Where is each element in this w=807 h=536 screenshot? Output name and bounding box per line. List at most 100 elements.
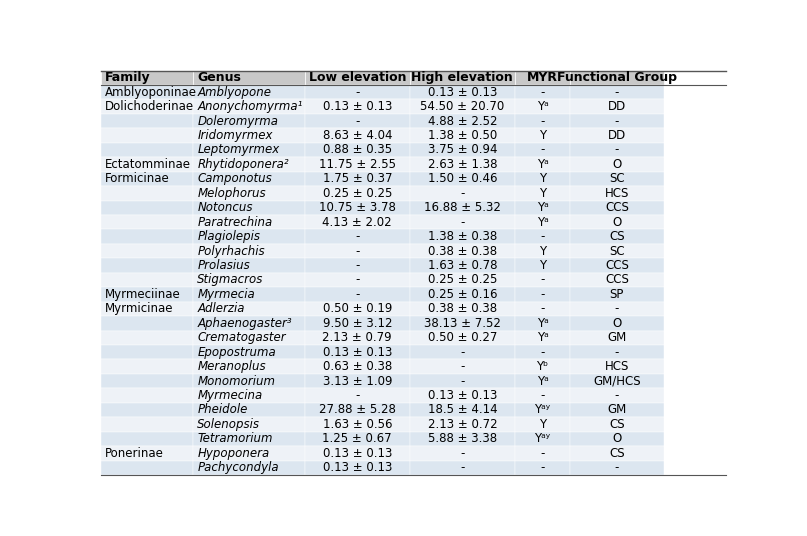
FancyBboxPatch shape [194, 114, 305, 128]
FancyBboxPatch shape [570, 99, 664, 114]
FancyBboxPatch shape [515, 431, 570, 446]
Text: 4.88 ± 2.52: 4.88 ± 2.52 [428, 115, 497, 128]
Text: -: - [460, 215, 465, 229]
Text: 0.25 ± 0.16: 0.25 ± 0.16 [428, 288, 497, 301]
Text: 0.38 ± 0.38: 0.38 ± 0.38 [428, 302, 497, 315]
FancyBboxPatch shape [305, 128, 410, 143]
Text: 0.25 ± 0.25: 0.25 ± 0.25 [323, 187, 392, 200]
FancyBboxPatch shape [410, 388, 515, 403]
Text: 0.13 ± 0.13: 0.13 ± 0.13 [323, 447, 392, 460]
Text: 1.50 ± 0.46: 1.50 ± 0.46 [428, 173, 497, 185]
FancyBboxPatch shape [515, 85, 570, 99]
Text: -: - [540, 273, 545, 286]
FancyBboxPatch shape [570, 431, 664, 446]
FancyBboxPatch shape [570, 114, 664, 128]
Text: 0.13 ± 0.13: 0.13 ± 0.13 [323, 346, 392, 359]
Text: Paratrechina: Paratrechina [197, 215, 273, 229]
FancyBboxPatch shape [194, 99, 305, 114]
FancyBboxPatch shape [101, 186, 194, 200]
Text: -: - [355, 259, 359, 272]
FancyBboxPatch shape [101, 273, 194, 287]
FancyBboxPatch shape [515, 157, 570, 172]
FancyBboxPatch shape [194, 302, 305, 316]
Text: Y: Y [539, 418, 546, 431]
FancyBboxPatch shape [410, 287, 515, 302]
Text: Camponotus: Camponotus [197, 173, 272, 185]
FancyBboxPatch shape [101, 431, 194, 446]
Text: Family: Family [105, 71, 150, 84]
FancyBboxPatch shape [570, 273, 664, 287]
FancyBboxPatch shape [410, 460, 515, 475]
Text: -: - [460, 360, 465, 373]
FancyBboxPatch shape [515, 460, 570, 475]
FancyBboxPatch shape [515, 331, 570, 345]
Text: 2.13 ± 0.79: 2.13 ± 0.79 [323, 331, 392, 344]
Text: 0.13 ± 0.13: 0.13 ± 0.13 [323, 461, 392, 474]
Text: Yᵃ: Yᵃ [537, 317, 548, 330]
Text: Leptomyrmex: Leptomyrmex [197, 144, 279, 157]
Text: CS: CS [609, 447, 625, 460]
FancyBboxPatch shape [101, 85, 194, 99]
Text: Hypoponera: Hypoponera [197, 447, 270, 460]
FancyBboxPatch shape [570, 331, 664, 345]
FancyBboxPatch shape [194, 446, 305, 460]
FancyBboxPatch shape [570, 287, 664, 302]
FancyBboxPatch shape [515, 403, 570, 417]
FancyBboxPatch shape [410, 71, 515, 85]
FancyBboxPatch shape [305, 157, 410, 172]
FancyBboxPatch shape [305, 302, 410, 316]
FancyBboxPatch shape [410, 345, 515, 360]
FancyBboxPatch shape [101, 302, 194, 316]
FancyBboxPatch shape [305, 85, 410, 99]
Text: DD: DD [608, 129, 626, 142]
Text: Monomorium: Monomorium [197, 375, 275, 388]
Text: HCS: HCS [604, 187, 629, 200]
FancyBboxPatch shape [305, 172, 410, 186]
FancyBboxPatch shape [570, 374, 664, 388]
FancyBboxPatch shape [194, 388, 305, 403]
FancyBboxPatch shape [410, 417, 515, 431]
FancyBboxPatch shape [410, 128, 515, 143]
FancyBboxPatch shape [570, 244, 664, 258]
FancyBboxPatch shape [101, 215, 194, 229]
FancyBboxPatch shape [570, 388, 664, 403]
Text: O: O [613, 215, 621, 229]
Text: 0.13 ± 0.13: 0.13 ± 0.13 [428, 86, 497, 99]
Text: MYR: MYR [527, 71, 558, 84]
FancyBboxPatch shape [305, 99, 410, 114]
Text: SC: SC [609, 173, 625, 185]
Text: Functional Group: Functional Group [557, 71, 677, 84]
FancyBboxPatch shape [194, 186, 305, 200]
Text: 0.50 ± 0.27: 0.50 ± 0.27 [428, 331, 497, 344]
Text: Myrmecina: Myrmecina [197, 389, 262, 402]
FancyBboxPatch shape [410, 114, 515, 128]
FancyBboxPatch shape [570, 215, 664, 229]
Text: 0.13 ± 0.13: 0.13 ± 0.13 [323, 100, 392, 113]
Text: 4.13 ± 2.02: 4.13 ± 2.02 [323, 215, 392, 229]
FancyBboxPatch shape [305, 446, 410, 460]
FancyBboxPatch shape [194, 244, 305, 258]
Text: Aphaenogaster³: Aphaenogaster³ [197, 317, 292, 330]
FancyBboxPatch shape [101, 143, 194, 157]
Text: Yᵃʸ: Yᵃʸ [534, 433, 550, 445]
Text: -: - [615, 346, 619, 359]
FancyBboxPatch shape [305, 273, 410, 287]
Text: -: - [615, 302, 619, 315]
Text: -: - [355, 273, 359, 286]
Text: Ectatomminae: Ectatomminae [105, 158, 190, 171]
FancyBboxPatch shape [515, 229, 570, 244]
Text: Myrmeciinae: Myrmeciinae [105, 288, 181, 301]
FancyBboxPatch shape [515, 99, 570, 114]
Text: Amblyopone: Amblyopone [197, 86, 271, 99]
Text: -: - [540, 115, 545, 128]
Text: -: - [460, 187, 465, 200]
Text: Adlerzia: Adlerzia [197, 302, 245, 315]
Text: 0.88 ± 0.35: 0.88 ± 0.35 [323, 144, 392, 157]
FancyBboxPatch shape [305, 360, 410, 374]
FancyBboxPatch shape [305, 374, 410, 388]
Text: GM: GM [607, 404, 626, 416]
Text: 1.63 ± 0.56: 1.63 ± 0.56 [323, 418, 392, 431]
FancyBboxPatch shape [515, 302, 570, 316]
Text: 54.50 ± 20.70: 54.50 ± 20.70 [420, 100, 504, 113]
FancyBboxPatch shape [515, 417, 570, 431]
